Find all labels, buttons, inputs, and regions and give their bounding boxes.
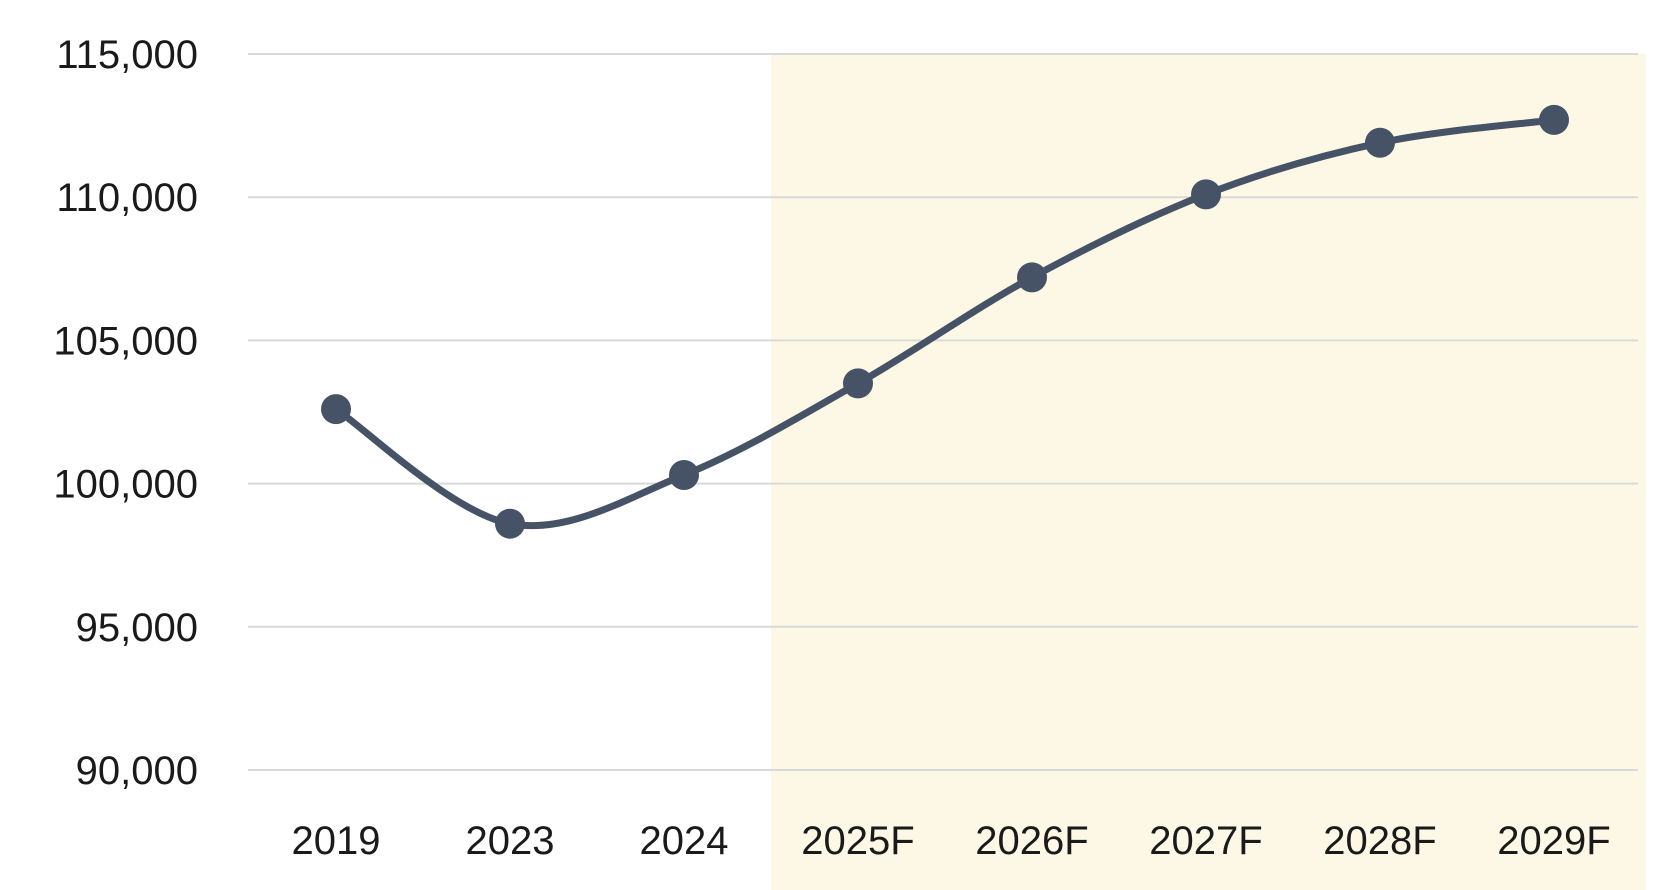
data-point (1191, 179, 1221, 210)
data-point (1365, 127, 1395, 158)
x-tick-label: 2026F (975, 819, 1088, 863)
forecast-band (771, 54, 1646, 890)
x-tick-label: 2025F (801, 819, 914, 863)
data-point (1539, 104, 1569, 135)
y-tick-label: 90,000 (76, 749, 198, 793)
data-point (321, 394, 351, 425)
y-tick-label: 115,000 (56, 33, 198, 77)
x-tick-label: 2028F (1323, 819, 1436, 863)
x-tick-label: 2023 (466, 819, 555, 863)
gridlines (248, 53, 1638, 771)
y-tick-label: 100,000 (53, 463, 198, 507)
y-tick-label: 105,000 (53, 319, 198, 363)
x-tick-label: 2027F (1149, 819, 1262, 863)
data-point (669, 460, 699, 491)
y-tick-label: 95,000 (76, 606, 198, 650)
x-tick-label: 2024 (640, 819, 729, 863)
data-points (321, 104, 1569, 539)
data-point (1017, 262, 1047, 293)
y-tick-label: 110,000 (56, 176, 198, 220)
x-axis-tick-labels: 2019 2023 2024 2025F 2026F 2027F 2028F 2029F (292, 819, 1611, 863)
x-tick-label: 2019 (292, 819, 381, 863)
x-tick-label: 2029F (1497, 819, 1610, 863)
y-axis-tick-labels: 90,000 95,000 100,000 105,000 110,000 115,000 (53, 33, 198, 793)
data-point (495, 508, 525, 539)
data-point (843, 368, 873, 399)
